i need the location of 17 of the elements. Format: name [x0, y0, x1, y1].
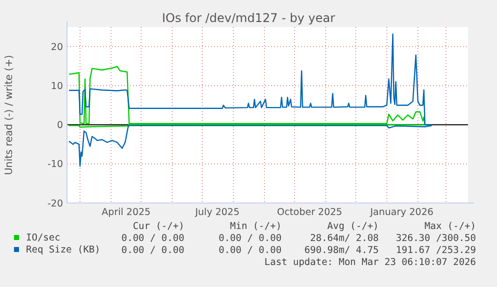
- text: Last update: Mon Mar 23 06:10:07 2026: [264, 257, 476, 268]
- x-tick-label: October 2025: [276, 207, 342, 218]
- chart-title: IOs for /dev/md127 - by year: [162, 11, 336, 25]
- x-tick-label: January 2026: [369, 207, 434, 218]
- y-tick-label: 10: [50, 80, 63, 92]
- x-tick-label: April 2025: [102, 207, 151, 218]
- x-tick-label: July 2025: [194, 207, 240, 218]
- text: Cur (-/+) Min (-/+) Avg (-/+) Max (-/+): [132, 221, 476, 232]
- y-tick-label: 0: [56, 120, 63, 132]
- y-tick-label: -10: [47, 159, 63, 170]
- y-axis-title: Units read (-) / write (+): [4, 54, 15, 176]
- text: 0.00 / 0.00 0.00 / 0.00 690.98m/ 4.75 191.67 /253.29: [121, 245, 476, 256]
- y-tick-label: 20: [50, 42, 63, 53]
- legend-label: IO/sec: [26, 232, 60, 244]
- legend-label: Req Size (KB): [26, 244, 100, 256]
- y-tick-label: -20: [47, 198, 63, 210]
- text: 0.00 / 0.00 0.00 / 0.00 28.64m/ 2.08 326.30 /300.50: [121, 233, 476, 244]
